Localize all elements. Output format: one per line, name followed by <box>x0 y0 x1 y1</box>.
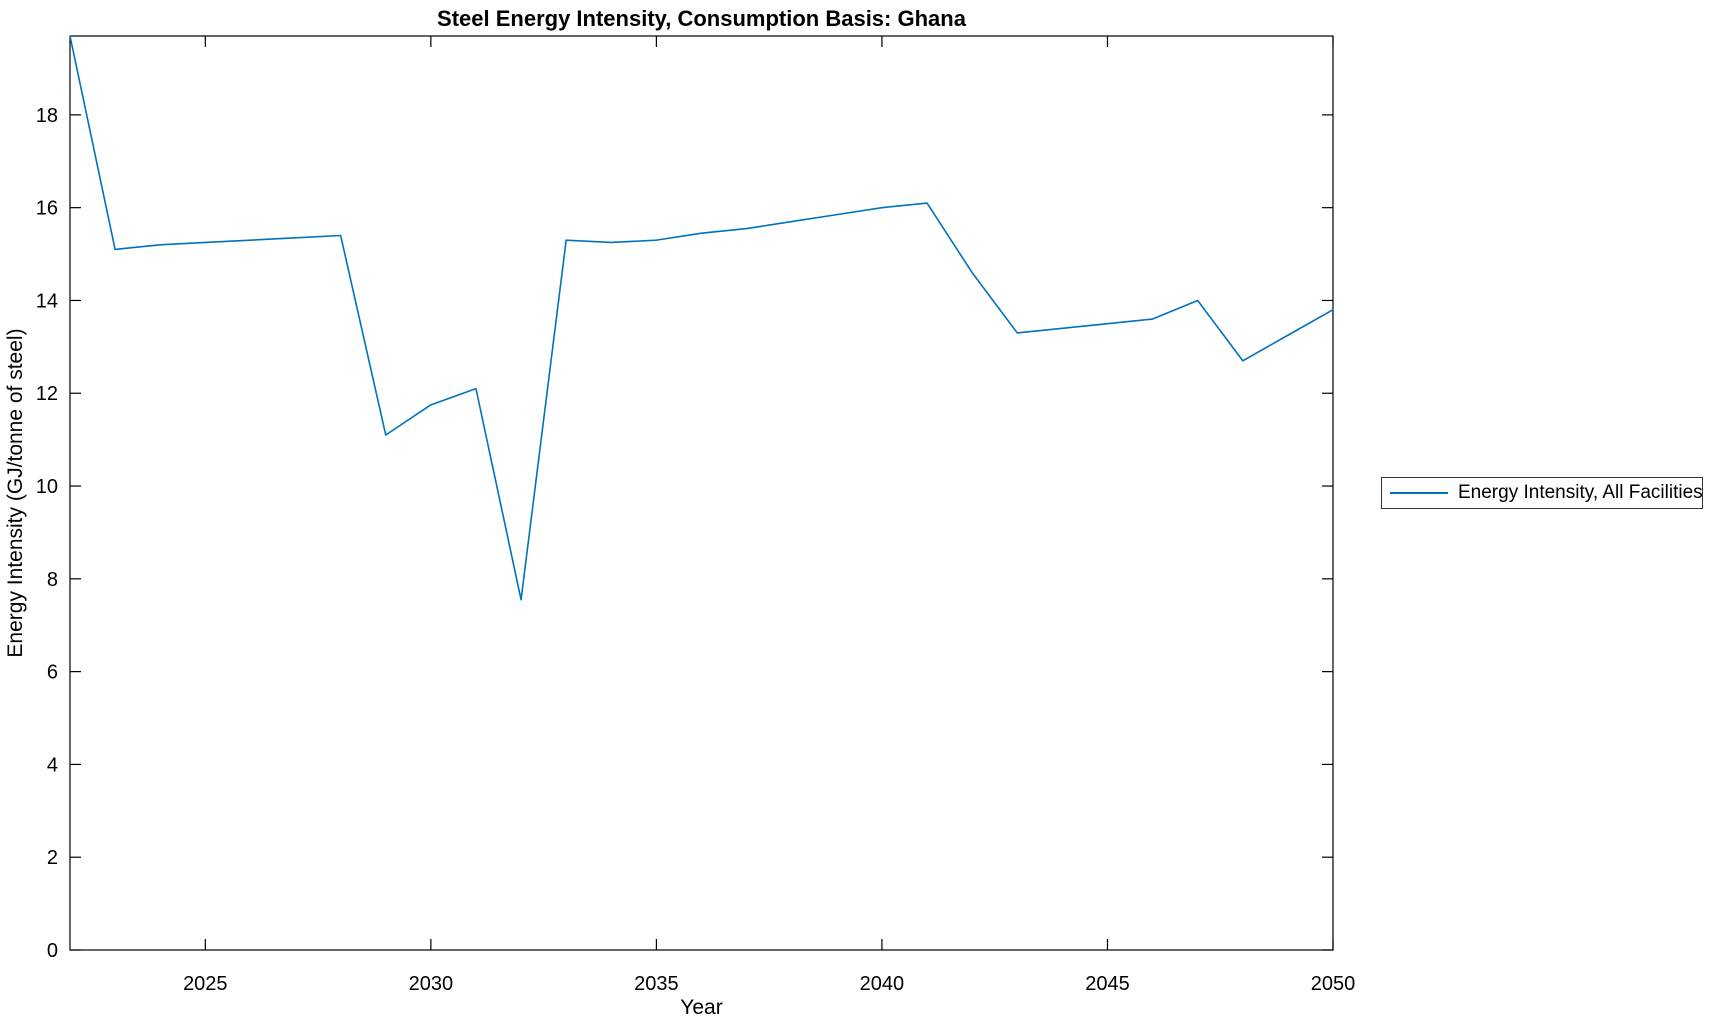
chart-title: Steel Energy Intensity, Consumption Basi… <box>437 6 966 31</box>
y-tick-label: 12 <box>36 383 58 405</box>
y-tick-label: 16 <box>36 198 58 220</box>
y-tick-label: 8 <box>47 569 58 591</box>
legend-line-swatch-icon <box>1390 492 1448 494</box>
x-tick-label: 2035 <box>634 973 679 995</box>
y-tick-label: 6 <box>47 662 58 684</box>
y-tick-label: 2 <box>47 847 58 869</box>
x-tick-label: 2045 <box>1085 973 1130 995</box>
axes-box <box>69 35 1334 951</box>
data-line-energy-intensity-all-facilities <box>69 35 1334 601</box>
x-tick-label: 2050 <box>1311 973 1356 995</box>
x-tick-label: 2040 <box>860 973 905 995</box>
y-tick-label: 4 <box>47 754 58 776</box>
x-axis-label: Year <box>680 996 723 1019</box>
legend-label: Energy Intensity, All Facilities <box>1458 482 1703 503</box>
x-tick-label: 2025 <box>183 973 228 995</box>
y-tick-label: 14 <box>36 290 58 312</box>
y-tick-label: 18 <box>36 105 58 127</box>
y-axis-label: Energy Intensity (GJ/tonne of steel) <box>4 328 27 658</box>
legend-box: Energy Intensity, All Facilities <box>1381 477 1703 509</box>
y-tick-label: 0 <box>47 940 58 962</box>
y-tick-label: 10 <box>36 476 58 498</box>
x-tick-label: 2030 <box>409 973 454 995</box>
